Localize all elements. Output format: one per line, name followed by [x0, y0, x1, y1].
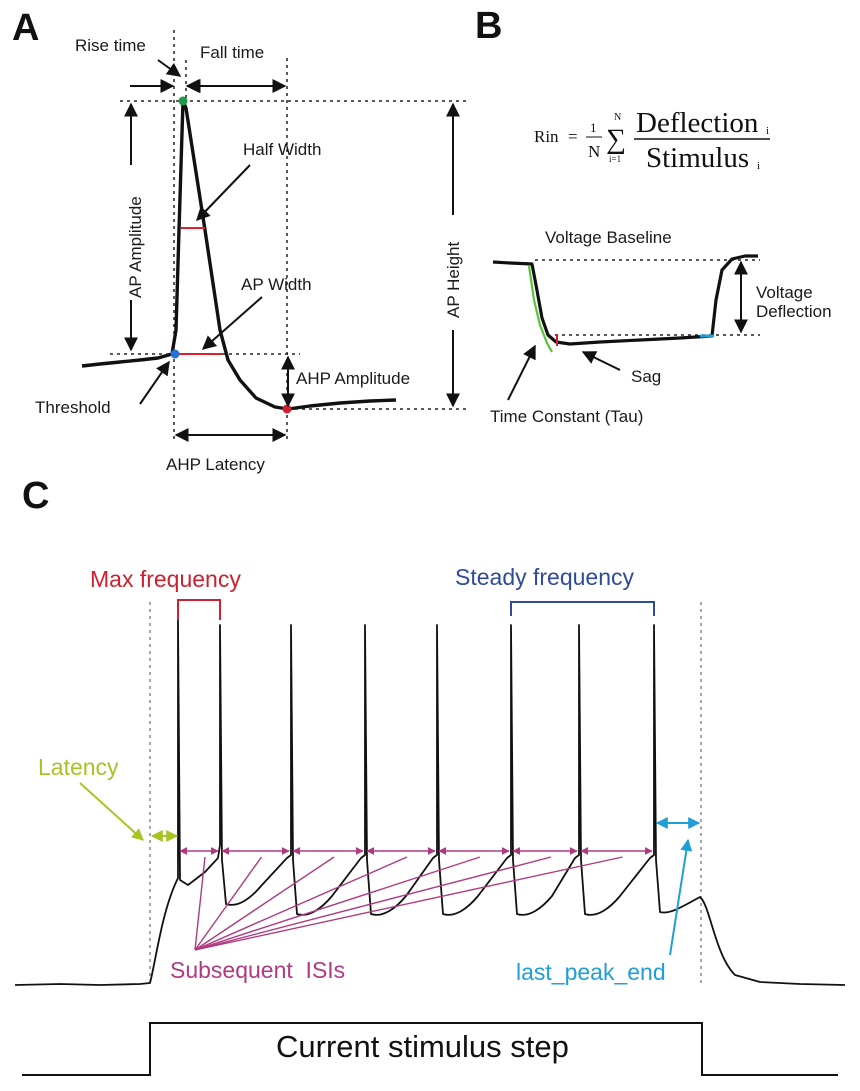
ahp-latency-label: AHP Latency — [166, 455, 265, 474]
panel-b-letter: B — [475, 5, 502, 47]
isi-fan-line-6 — [194, 856, 552, 951]
ap-amplitude-label: AP Amplitude — [126, 196, 145, 298]
rin-numerator: Deflection — [636, 107, 759, 139]
rin-trace — [492, 254, 758, 346]
panel-a-letter: A — [12, 7, 39, 49]
isi-fan-line-3 — [194, 856, 335, 951]
ap-height-label: AP Height — [444, 241, 463, 318]
last-peak-end-pointer — [669, 838, 693, 956]
isi-fan-lines — [194, 856, 623, 951]
tau-pointer — [507, 344, 536, 401]
voltage-baseline-label: Voltage Baseline — [545, 228, 672, 247]
fall-time-label: Fall time — [200, 43, 264, 62]
isi-fan-line-7 — [194, 856, 623, 951]
time-constant-label: Time Constant (Tau) — [490, 407, 643, 426]
rin-lhs: Rin — [534, 127, 559, 146]
isi-fan-line-2 — [194, 856, 263, 951]
panel-c-letter: C — [22, 475, 49, 517]
spike-train-trace — [14, 619, 846, 986]
rise-time-label: Rise time — [75, 36, 146, 55]
steady-frequency-bracket — [510, 601, 655, 616]
rin-denominator-sub: i — [757, 160, 760, 172]
rin-numerator-sub: i — [766, 125, 769, 137]
subsequent-isis-label: Subsequent ISIs — [170, 957, 345, 983]
rin-eq: = — [568, 127, 578, 146]
panel-a-guides — [110, 30, 470, 440]
ahp-amplitude-label: AHP Amplitude — [296, 369, 410, 388]
rin-sum-top: N — [614, 112, 621, 123]
max-frequency-bracket — [177, 599, 221, 620]
max-frequency-label: Max frequency — [90, 566, 241, 592]
rise-time-pointer — [157, 59, 182, 77]
tau-fit — [527, 265, 553, 353]
rin-sum-symbol: ∑ — [606, 124, 626, 155]
threshold-pointer — [139, 360, 170, 405]
half-width-label: Half Width — [243, 140, 321, 159]
half-width-pointer — [196, 164, 251, 222]
threshold-dot — [170, 349, 180, 359]
isi-fan-line-1 — [194, 856, 206, 951]
last-peak-end-label: last_peak_end — [516, 959, 666, 985]
ap-width-label: AP Width — [241, 275, 312, 294]
peak-dot — [178, 96, 188, 106]
rin-frac-num: 1 — [590, 120, 597, 135]
rin-frac-den: N — [588, 142, 600, 161]
voltage-deflection-label-2: Deflection — [756, 302, 832, 321]
panel-c: C Max frequency Steady frequency Latency… — [14, 475, 846, 1076]
isi-fan-line-4 — [194, 856, 408, 951]
panel-b: B Rin = 1 N N ∑ i=1 Deflection i Stimulu… — [475, 5, 832, 426]
current-stimulus-step — [22, 1022, 838, 1076]
latency-pointer — [79, 782, 144, 841]
steady-frequency-label: Steady frequency — [455, 564, 635, 590]
ap-width-pointer — [201, 296, 263, 350]
voltage-deflection-label-1: Voltage — [756, 283, 813, 302]
rin-sum-bottom: i=1 — [609, 154, 621, 164]
latency-label: Latency — [38, 754, 119, 780]
sag-label: Sag — [631, 367, 661, 386]
panel-a: A — [12, 7, 470, 474]
rin-denominator: Stimulus — [646, 142, 749, 174]
isi-fan-line-5 — [194, 856, 481, 951]
threshold-label: Threshold — [35, 398, 111, 417]
current-stimulus-step-label: Current stimulus step — [276, 1029, 569, 1064]
ap-trace — [81, 99, 397, 411]
sag-pointer — [581, 351, 621, 371]
rin-formula: Rin = 1 N N ∑ i=1 Deflection i Stimulus … — [534, 107, 770, 174]
